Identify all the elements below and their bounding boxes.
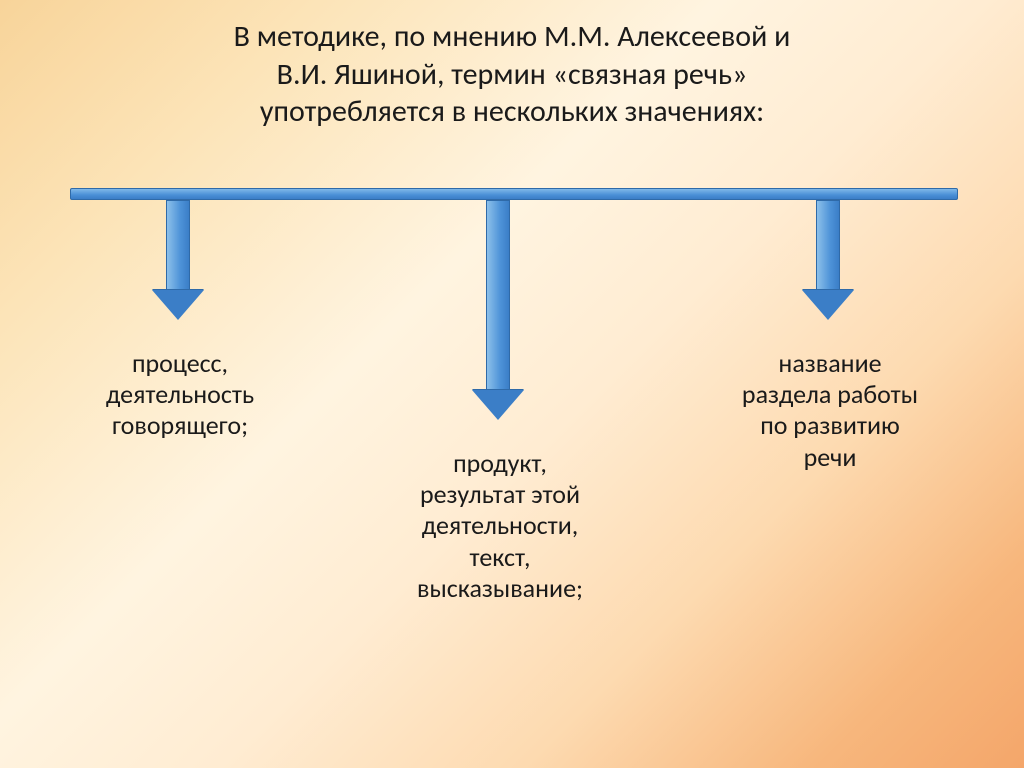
arrow-head-icon	[472, 390, 524, 420]
branch-line: высказывание;	[370, 573, 630, 604]
branch-line: раздела работы	[700, 379, 960, 410]
branch-line: название	[700, 348, 960, 379]
slide-title: В методике, по мнению М.М. Алексеевой и …	[80, 18, 944, 131]
horizontal-connector-bar	[70, 188, 958, 200]
branch-line: результат этой	[370, 479, 630, 510]
arrow-head-icon	[802, 290, 854, 320]
branch-line: говорящего;	[50, 410, 310, 441]
branch-center-text: продукт,результат этойдеятельности,текст…	[370, 448, 630, 604]
branch-line: деятельности,	[370, 510, 630, 541]
arrow-shaft	[486, 200, 510, 392]
branch-line: деятельность	[50, 379, 310, 410]
arrow-head-icon	[152, 290, 204, 320]
branch-left-text: процесс,деятельностьговорящего;	[50, 348, 310, 442]
slide-canvas: В методике, по мнению М.М. Алексеевой и …	[0, 0, 1024, 768]
branch-line: продукт,	[370, 448, 630, 479]
branch-line: по развитию	[700, 410, 960, 441]
title-line-1: В методике, по мнению М.М. Алексеевой и	[80, 18, 944, 56]
branch-right-text: названиераздела работыпо развитиюречи	[700, 348, 960, 473]
title-line-2: В.И. Яшиной, термин «связная речь»	[80, 56, 944, 94]
branch-line: процесс,	[50, 348, 310, 379]
branch-line: текст,	[370, 542, 630, 573]
title-line-3: употребляется в нескольких значениях:	[80, 93, 944, 131]
arrow-shaft	[166, 200, 190, 292]
branch-line: речи	[700, 442, 960, 473]
arrow-shaft	[816, 200, 840, 292]
